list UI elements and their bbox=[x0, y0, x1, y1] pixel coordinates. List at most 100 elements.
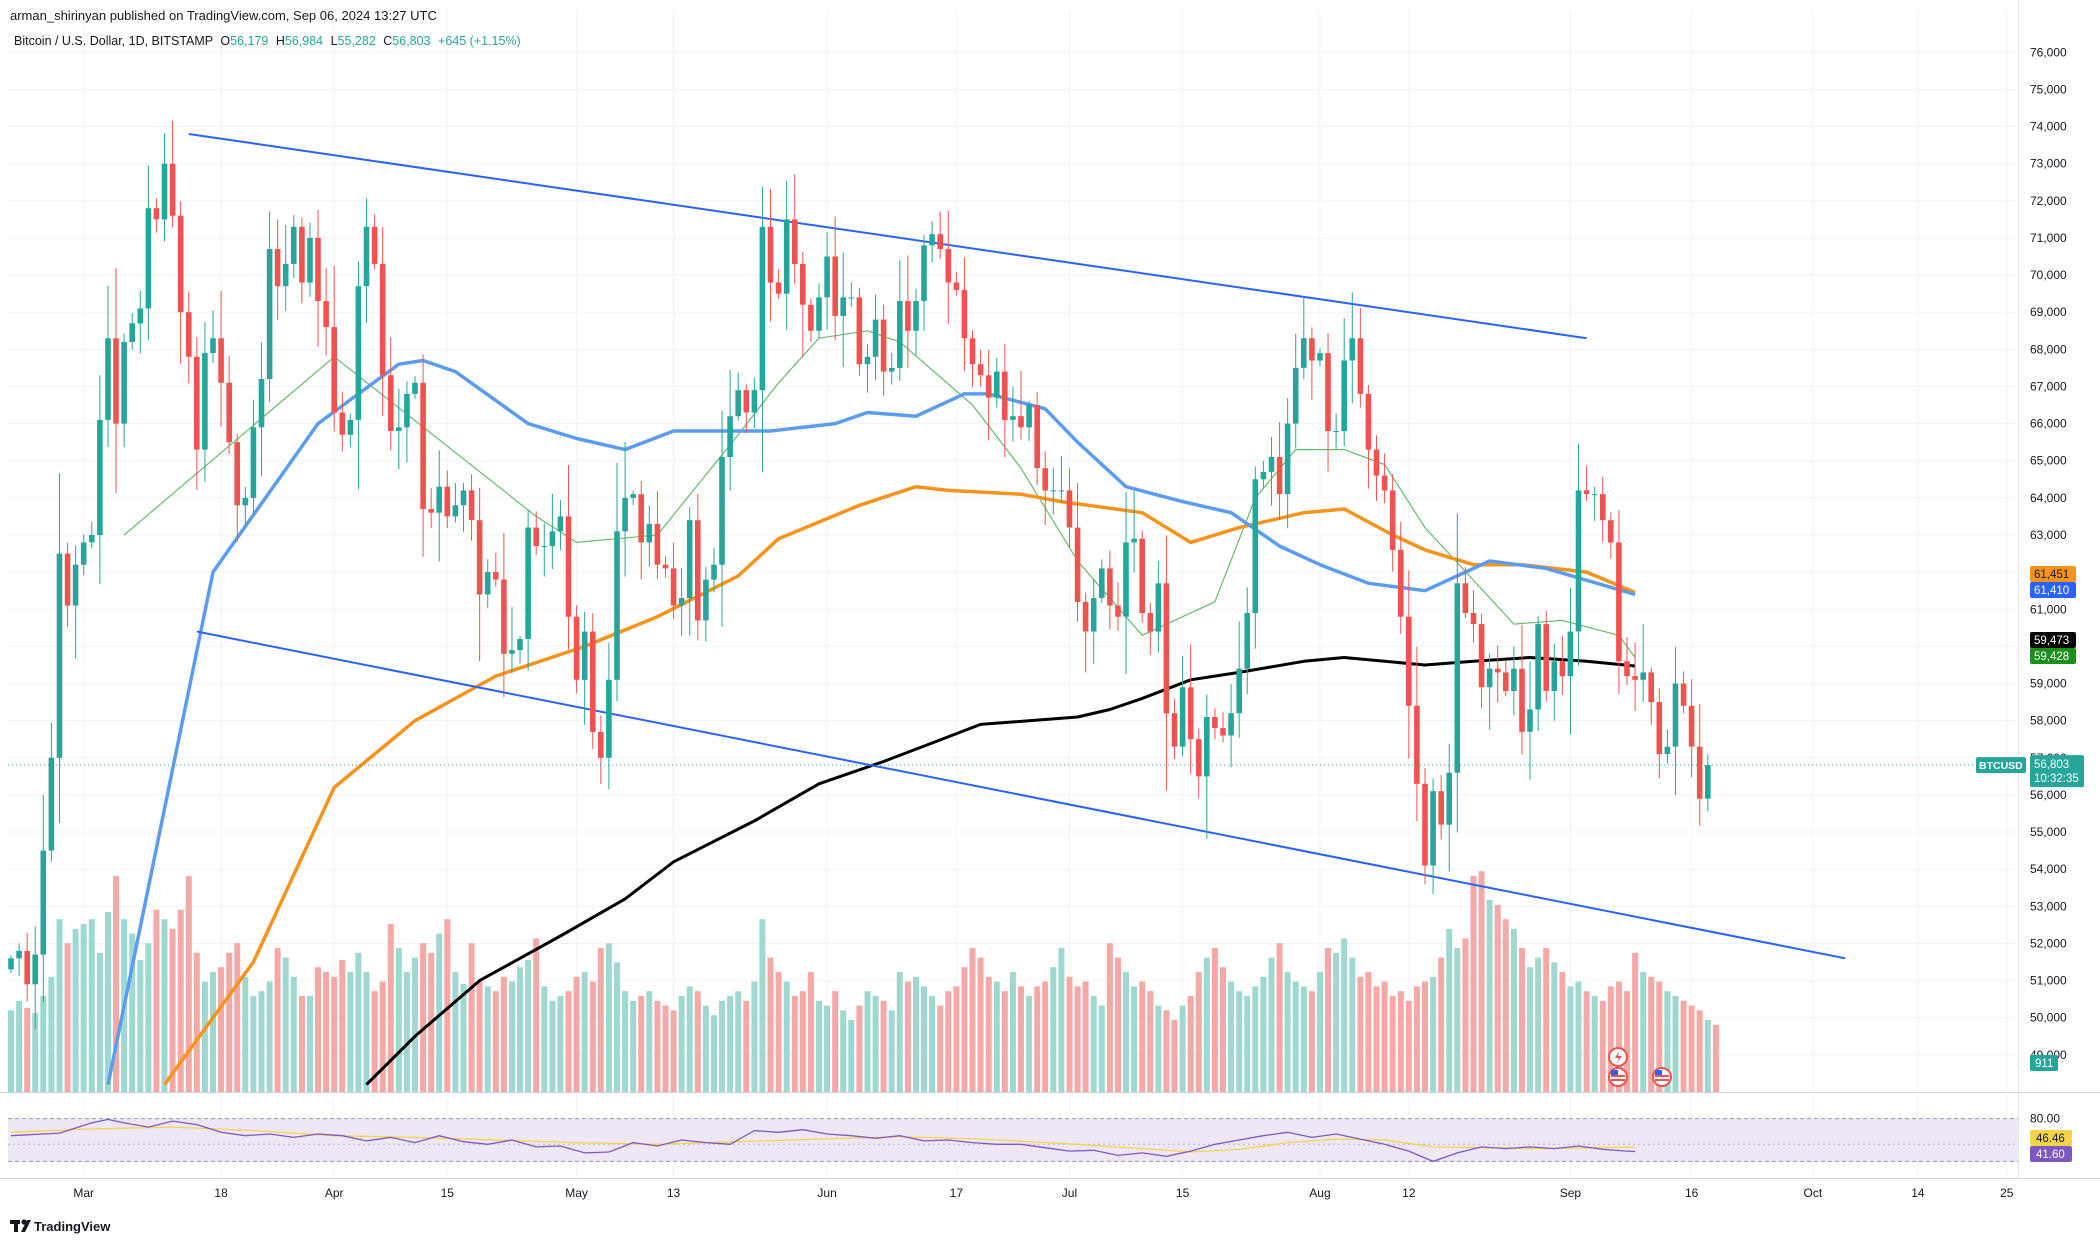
candle-body bbox=[1058, 490, 1065, 492]
symbol-tag-label: BTCUSD bbox=[1979, 760, 2023, 772]
price-tick-label: 69,000 bbox=[2030, 305, 2067, 319]
candle-body bbox=[557, 516, 564, 532]
candle-body bbox=[1608, 520, 1614, 543]
volume-bar bbox=[1171, 1020, 1178, 1092]
candle-body bbox=[751, 390, 758, 413]
volume-bar bbox=[1454, 948, 1461, 1092]
volume-bar bbox=[64, 943, 71, 1092]
volume-bar bbox=[767, 957, 774, 1092]
us-flag-icon[interactable] bbox=[1608, 1067, 1628, 1087]
candle-body bbox=[549, 531, 556, 547]
volume-bar bbox=[72, 928, 79, 1092]
volume-bar bbox=[1365, 972, 1372, 1092]
volume-bar bbox=[1632, 952, 1639, 1092]
candle-body bbox=[145, 208, 152, 309]
candle-body bbox=[953, 282, 960, 290]
volume-bar bbox=[1470, 876, 1477, 1092]
volume-bar bbox=[913, 976, 919, 1092]
volume-bar bbox=[1527, 967, 1533, 1092]
candle-body bbox=[1026, 405, 1032, 428]
candle-body bbox=[1090, 598, 1097, 632]
candle-body bbox=[945, 249, 952, 283]
volume-bar bbox=[638, 996, 645, 1092]
volume-bar bbox=[468, 943, 475, 1092]
volume-bar bbox=[921, 986, 927, 1092]
candle-body bbox=[331, 327, 337, 413]
volume-bar bbox=[339, 960, 346, 1092]
volume-bar bbox=[379, 981, 386, 1092]
ma-200-line bbox=[365, 656, 1636, 1086]
price-tick-label: 72,000 bbox=[2030, 194, 2067, 208]
volume-bar bbox=[1018, 986, 1024, 1092]
volume-bar bbox=[961, 967, 968, 1092]
candle-body bbox=[565, 516, 572, 617]
volume-bar bbox=[1325, 948, 1331, 1092]
candle-body bbox=[1107, 568, 1113, 606]
low-value: 55,282 bbox=[338, 34, 376, 48]
volume-bar bbox=[395, 948, 402, 1092]
candle-body bbox=[985, 375, 992, 398]
volume-bar bbox=[1220, 967, 1226, 1092]
candle-body bbox=[1414, 705, 1420, 784]
candle-body bbox=[1204, 717, 1210, 777]
date-tick-label: 18 bbox=[214, 1186, 228, 1200]
candle-body bbox=[590, 631, 596, 732]
candle-body bbox=[929, 234, 935, 246]
volume-bar bbox=[403, 972, 410, 1092]
volume-bar bbox=[1559, 972, 1566, 1092]
volume-bar bbox=[1211, 948, 1218, 1092]
volume-bar bbox=[1446, 928, 1453, 1092]
volume-bar bbox=[832, 991, 839, 1092]
volume-bar bbox=[1599, 1000, 1606, 1092]
candle-body bbox=[1688, 705, 1695, 747]
volume-bar bbox=[856, 1005, 863, 1092]
candle-body bbox=[218, 338, 224, 383]
volume-bar bbox=[719, 1000, 725, 1092]
candle-body bbox=[1284, 423, 1291, 495]
event-icons[interactable] bbox=[1608, 1047, 1672, 1087]
volume-bar bbox=[1567, 986, 1574, 1092]
candle-body bbox=[1616, 542, 1622, 662]
ma-100-line bbox=[163, 484, 1636, 1086]
volume-bar bbox=[824, 1005, 831, 1092]
candle-body bbox=[194, 356, 200, 450]
us-flag-icon[interactable] bbox=[1652, 1067, 1672, 1087]
rsi-tag-label: 41.60 bbox=[2036, 1149, 2065, 1161]
volume-bar bbox=[16, 1000, 23, 1092]
candle-body bbox=[1292, 367, 1299, 424]
volume-bar bbox=[864, 991, 871, 1092]
volume-bar bbox=[1696, 1010, 1703, 1092]
candle-body bbox=[1406, 616, 1412, 706]
candle-body bbox=[525, 527, 531, 639]
candle-body bbox=[1163, 583, 1170, 714]
candle-body bbox=[226, 382, 232, 443]
volume-bar bbox=[452, 972, 459, 1092]
candle-body bbox=[1179, 687, 1186, 747]
price-tag-label: 59,428 bbox=[2034, 651, 2069, 663]
date-tick-label: 17 bbox=[950, 1186, 964, 1200]
volume-bar bbox=[363, 972, 370, 1092]
volume-bar bbox=[32, 1012, 39, 1092]
candle-body bbox=[363, 226, 370, 287]
candle-body bbox=[1567, 631, 1574, 677]
candle-body bbox=[1050, 490, 1057, 492]
ma-50-line bbox=[106, 358, 1636, 1085]
last-price-label: 56,803 bbox=[2034, 759, 2069, 771]
volume-bar bbox=[169, 928, 176, 1092]
low-label: L bbox=[331, 34, 338, 48]
volume-bar bbox=[88, 919, 95, 1092]
open-value: 56,179 bbox=[230, 34, 268, 48]
volume-bar bbox=[1106, 943, 1113, 1092]
candle-body bbox=[1543, 624, 1549, 691]
volume-bar bbox=[1098, 1005, 1105, 1092]
volume-bar bbox=[1405, 1000, 1412, 1092]
volume-bar bbox=[460, 984, 467, 1092]
candle-body bbox=[824, 256, 830, 298]
high-label: H bbox=[276, 34, 285, 48]
volume-bar bbox=[201, 981, 208, 1092]
volume-bar bbox=[266, 981, 273, 1092]
candle-body bbox=[1600, 494, 1606, 521]
price-tag-label: 61,410 bbox=[2034, 585, 2069, 597]
candle-body bbox=[1276, 457, 1283, 495]
